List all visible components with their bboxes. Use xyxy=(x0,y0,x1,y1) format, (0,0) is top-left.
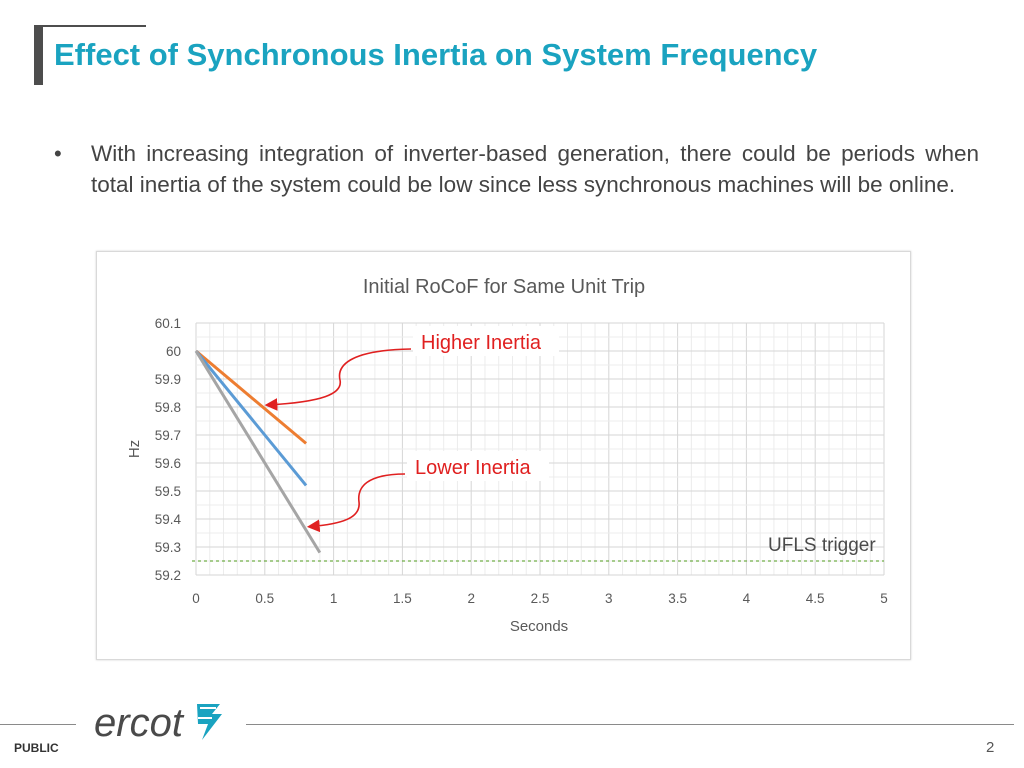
footer-divider-right xyxy=(246,724,1014,725)
y-tick-label: 59.3 xyxy=(155,540,181,555)
annotation-box-higher xyxy=(413,326,559,356)
y-tick-label: 59.7 xyxy=(155,428,181,443)
x-tick-label: 3.5 xyxy=(668,591,687,606)
series-line-3 xyxy=(194,350,322,554)
bullet-text: With increasing integration of inverter-… xyxy=(91,141,979,197)
annotation-box-lower xyxy=(407,451,549,481)
annotation-lower-inertia: Lower Inertia xyxy=(415,457,531,479)
x-tick-label: 2 xyxy=(467,591,475,606)
y-tick-label: 60.1 xyxy=(155,316,181,331)
x-tick-label: 5 xyxy=(880,591,888,606)
title-accent-bar xyxy=(34,25,43,85)
annotation-arrow-lower xyxy=(306,473,406,533)
page-number: 2 xyxy=(986,739,995,756)
x-tick-label: 4.5 xyxy=(806,591,825,606)
y-axis-label: Hz xyxy=(126,440,143,458)
y-tick-label: 59.5 xyxy=(155,484,181,499)
y-tick-label: 59.4 xyxy=(155,512,182,527)
x-tick-label: 2.5 xyxy=(531,591,550,606)
x-axis-label: Seconds xyxy=(510,618,568,635)
annotation-arrow-higher xyxy=(264,348,412,411)
ercot-logo: ercot xyxy=(94,701,222,745)
bullet-icon: • xyxy=(54,141,62,166)
logo-wordmark: ercot xyxy=(94,701,185,745)
series-line-1 xyxy=(195,349,308,445)
x-tick-label: 3 xyxy=(605,591,613,606)
series-line-2 xyxy=(194,350,308,487)
title-accent-top xyxy=(34,25,146,27)
y-tick-label: 59.9 xyxy=(155,372,181,387)
footer-classification: PUBLIC xyxy=(14,741,59,755)
y-tick-label: 59.8 xyxy=(155,400,181,415)
x-tick-label: 1.5 xyxy=(393,591,412,606)
ufls-trigger-label: UFLS trigger xyxy=(768,535,876,556)
x-tick-label: 0.5 xyxy=(255,591,274,606)
x-tick-label: 0 xyxy=(192,591,200,606)
x-tick-label: 4 xyxy=(743,591,751,606)
logo-bolt-icon xyxy=(197,704,222,740)
x-tick-label: 1 xyxy=(330,591,338,606)
chart-title: Initial RoCoF for Same Unit Trip xyxy=(363,276,645,298)
annotation-higher-inertia: Higher Inertia xyxy=(421,332,542,354)
logo-bolt-stripes xyxy=(198,707,216,719)
y-tick-label: 59.2 xyxy=(155,568,181,583)
footer-divider-left xyxy=(0,724,76,725)
rocof-chart: Initial RoCoF for Same Unit Trip 59.2 59.3… xyxy=(126,276,888,635)
chart-frame: Initial RoCoF for Same Unit Trip 59.2 59.3… xyxy=(96,251,911,660)
y-tick-label: 60 xyxy=(166,344,181,359)
y-tick-label: 59.6 xyxy=(155,456,181,471)
slide-title: Effect of Synchronous Inertia on System … xyxy=(54,37,818,72)
